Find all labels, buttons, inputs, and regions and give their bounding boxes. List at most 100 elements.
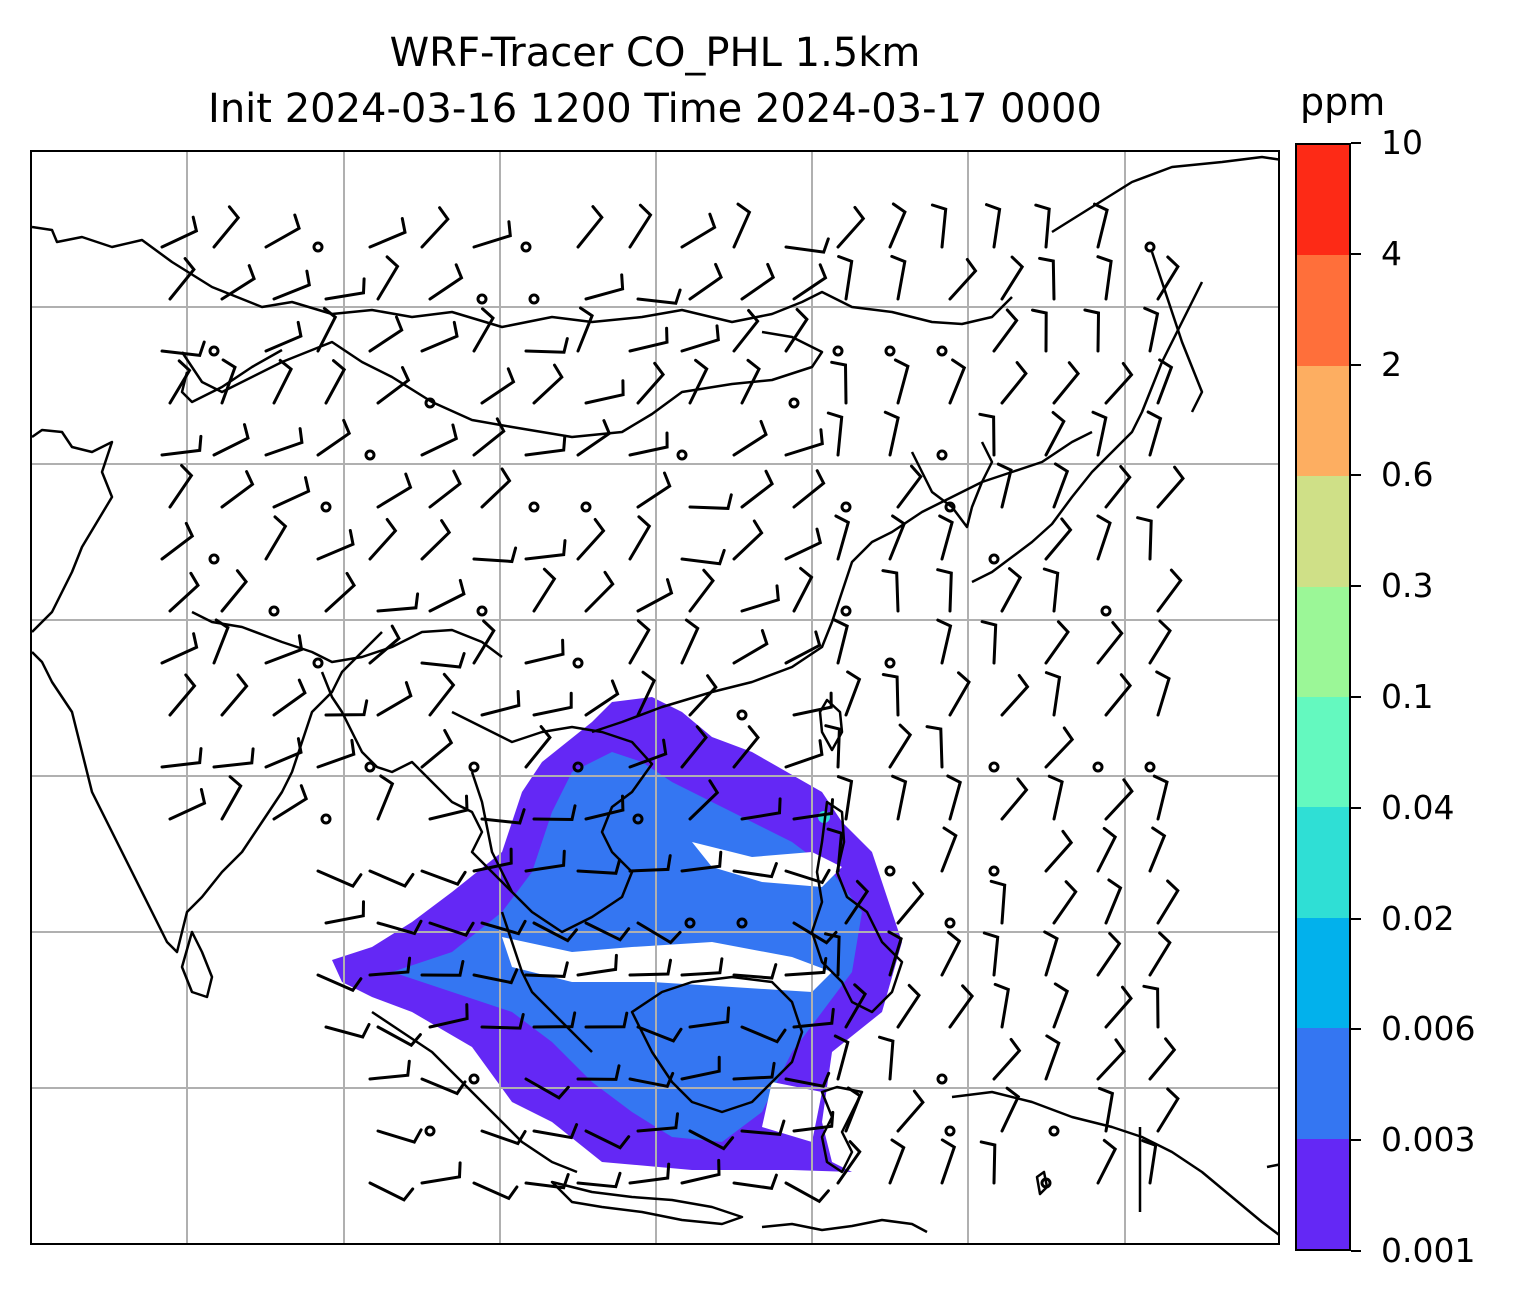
wind-calm-marker (580, 501, 592, 513)
colorbar-tick (1351, 363, 1361, 366)
coastline-sumatra (371, 1010, 578, 1174)
wind-barb (264, 320, 303, 353)
wind-barb (688, 1129, 735, 1151)
wind-barb (420, 869, 467, 887)
coastline-sakhalin (1150, 251, 1204, 413)
colorbar-segment (1297, 586, 1349, 697)
wind-barb (636, 1025, 683, 1043)
wind-barb (740, 262, 776, 301)
wind-barb (324, 359, 347, 405)
colorbar-tick (1351, 1139, 1361, 1142)
wind-calm-marker (1048, 1125, 1060, 1137)
wind-barb (1000, 674, 1030, 717)
wind-barb (732, 963, 778, 980)
wind-barb (784, 237, 830, 254)
wind-barb (376, 681, 413, 717)
wind-barb (930, 203, 948, 249)
wind-barb (1034, 203, 1051, 249)
wind-barb (940, 930, 962, 977)
wind-barb (1156, 568, 1183, 613)
wind-barb (1156, 879, 1180, 925)
wind-barb (792, 798, 834, 821)
wind-barb (376, 774, 395, 821)
colorbar-tick-label: 0.04 (1381, 787, 1455, 827)
wind-barb (792, 566, 814, 613)
wind-barb (584, 794, 625, 821)
wind-barb (428, 263, 464, 301)
wind-barb (732, 419, 768, 457)
wind-barb (925, 725, 944, 769)
wind-barb (1000, 361, 1028, 405)
colorbar-segment (1297, 807, 1349, 918)
wind-barb (1043, 930, 1059, 977)
wind-barb (636, 361, 666, 405)
wind-calm-marker (788, 397, 800, 409)
wind-barb (168, 673, 197, 717)
wind-barb (212, 618, 230, 665)
wind-barb (584, 1011, 629, 1029)
wind-barb (576, 419, 612, 457)
wind-barb (1038, 256, 1056, 301)
wind-barb (740, 469, 774, 509)
wind-barb (420, 206, 450, 249)
wind-barb (732, 202, 752, 249)
wind-calm-marker (736, 917, 748, 929)
wind-barb (532, 921, 578, 943)
wind-calm-marker (312, 241, 324, 253)
wind-barb (168, 788, 207, 821)
wind-barb (264, 213, 301, 249)
wind-calm-marker (468, 1073, 480, 1085)
wind-calm-marker (944, 917, 956, 929)
wind-barb (688, 262, 723, 301)
wind-barb (784, 428, 824, 457)
coastline-sri-lanka (180, 930, 214, 999)
wind-barb (946, 774, 962, 821)
wind-calm-marker (832, 345, 844, 357)
wind-calm-marker (1040, 1177, 1052, 1189)
coastline-northern-border (32, 225, 1013, 329)
wind-barb (1044, 1034, 1061, 1081)
wind-barb (480, 808, 526, 825)
wind-barb (628, 1071, 675, 1089)
colorbar-segment (1297, 1028, 1349, 1139)
wind-barb (680, 1158, 721, 1185)
wind-barb (996, 462, 1013, 509)
wind-barb (628, 515, 652, 561)
wind-barb (524, 337, 569, 354)
coastline-east-edge (1266, 1163, 1278, 1169)
colorbar-segment (1297, 476, 1349, 587)
wind-barb (368, 217, 407, 249)
wind-barb (576, 1171, 622, 1189)
wind-barb (628, 958, 672, 977)
wind-barb (844, 670, 862, 717)
wind-calm-marker (476, 605, 488, 617)
wind-barb (948, 258, 978, 301)
wind-barb (576, 518, 606, 561)
coastline-indochina (451, 710, 654, 934)
wind-calm-marker (208, 345, 220, 357)
wind-barb (881, 569, 900, 613)
wind-barb (1052, 982, 1070, 1029)
wind-barb (420, 652, 466, 669)
wind-calm-marker (1100, 605, 1112, 617)
colorbar-tick-label: 0.006 (1381, 1009, 1476, 1049)
wind-barb (837, 255, 854, 301)
plume-clear-gap3 (762, 1082, 822, 1142)
wind-barb (628, 854, 672, 873)
wind-barb (1104, 778, 1134, 821)
wind-barb (168, 571, 200, 613)
wind-barb (480, 690, 521, 717)
wind-barb (420, 728, 454, 769)
wind-barb (740, 797, 782, 821)
wind-barb (316, 973, 363, 993)
wind-barb (420, 1161, 462, 1185)
colorbar-tick (1351, 252, 1361, 255)
wind-calm-marker (424, 1125, 436, 1137)
wind-barb (792, 1007, 835, 1029)
wind-barb (636, 1112, 679, 1133)
wind-barb (680, 212, 717, 249)
wind-calm-marker (320, 813, 332, 825)
wind-barb (1155, 670, 1171, 717)
wind-barb (936, 618, 953, 665)
wind-barb (636, 921, 682, 945)
